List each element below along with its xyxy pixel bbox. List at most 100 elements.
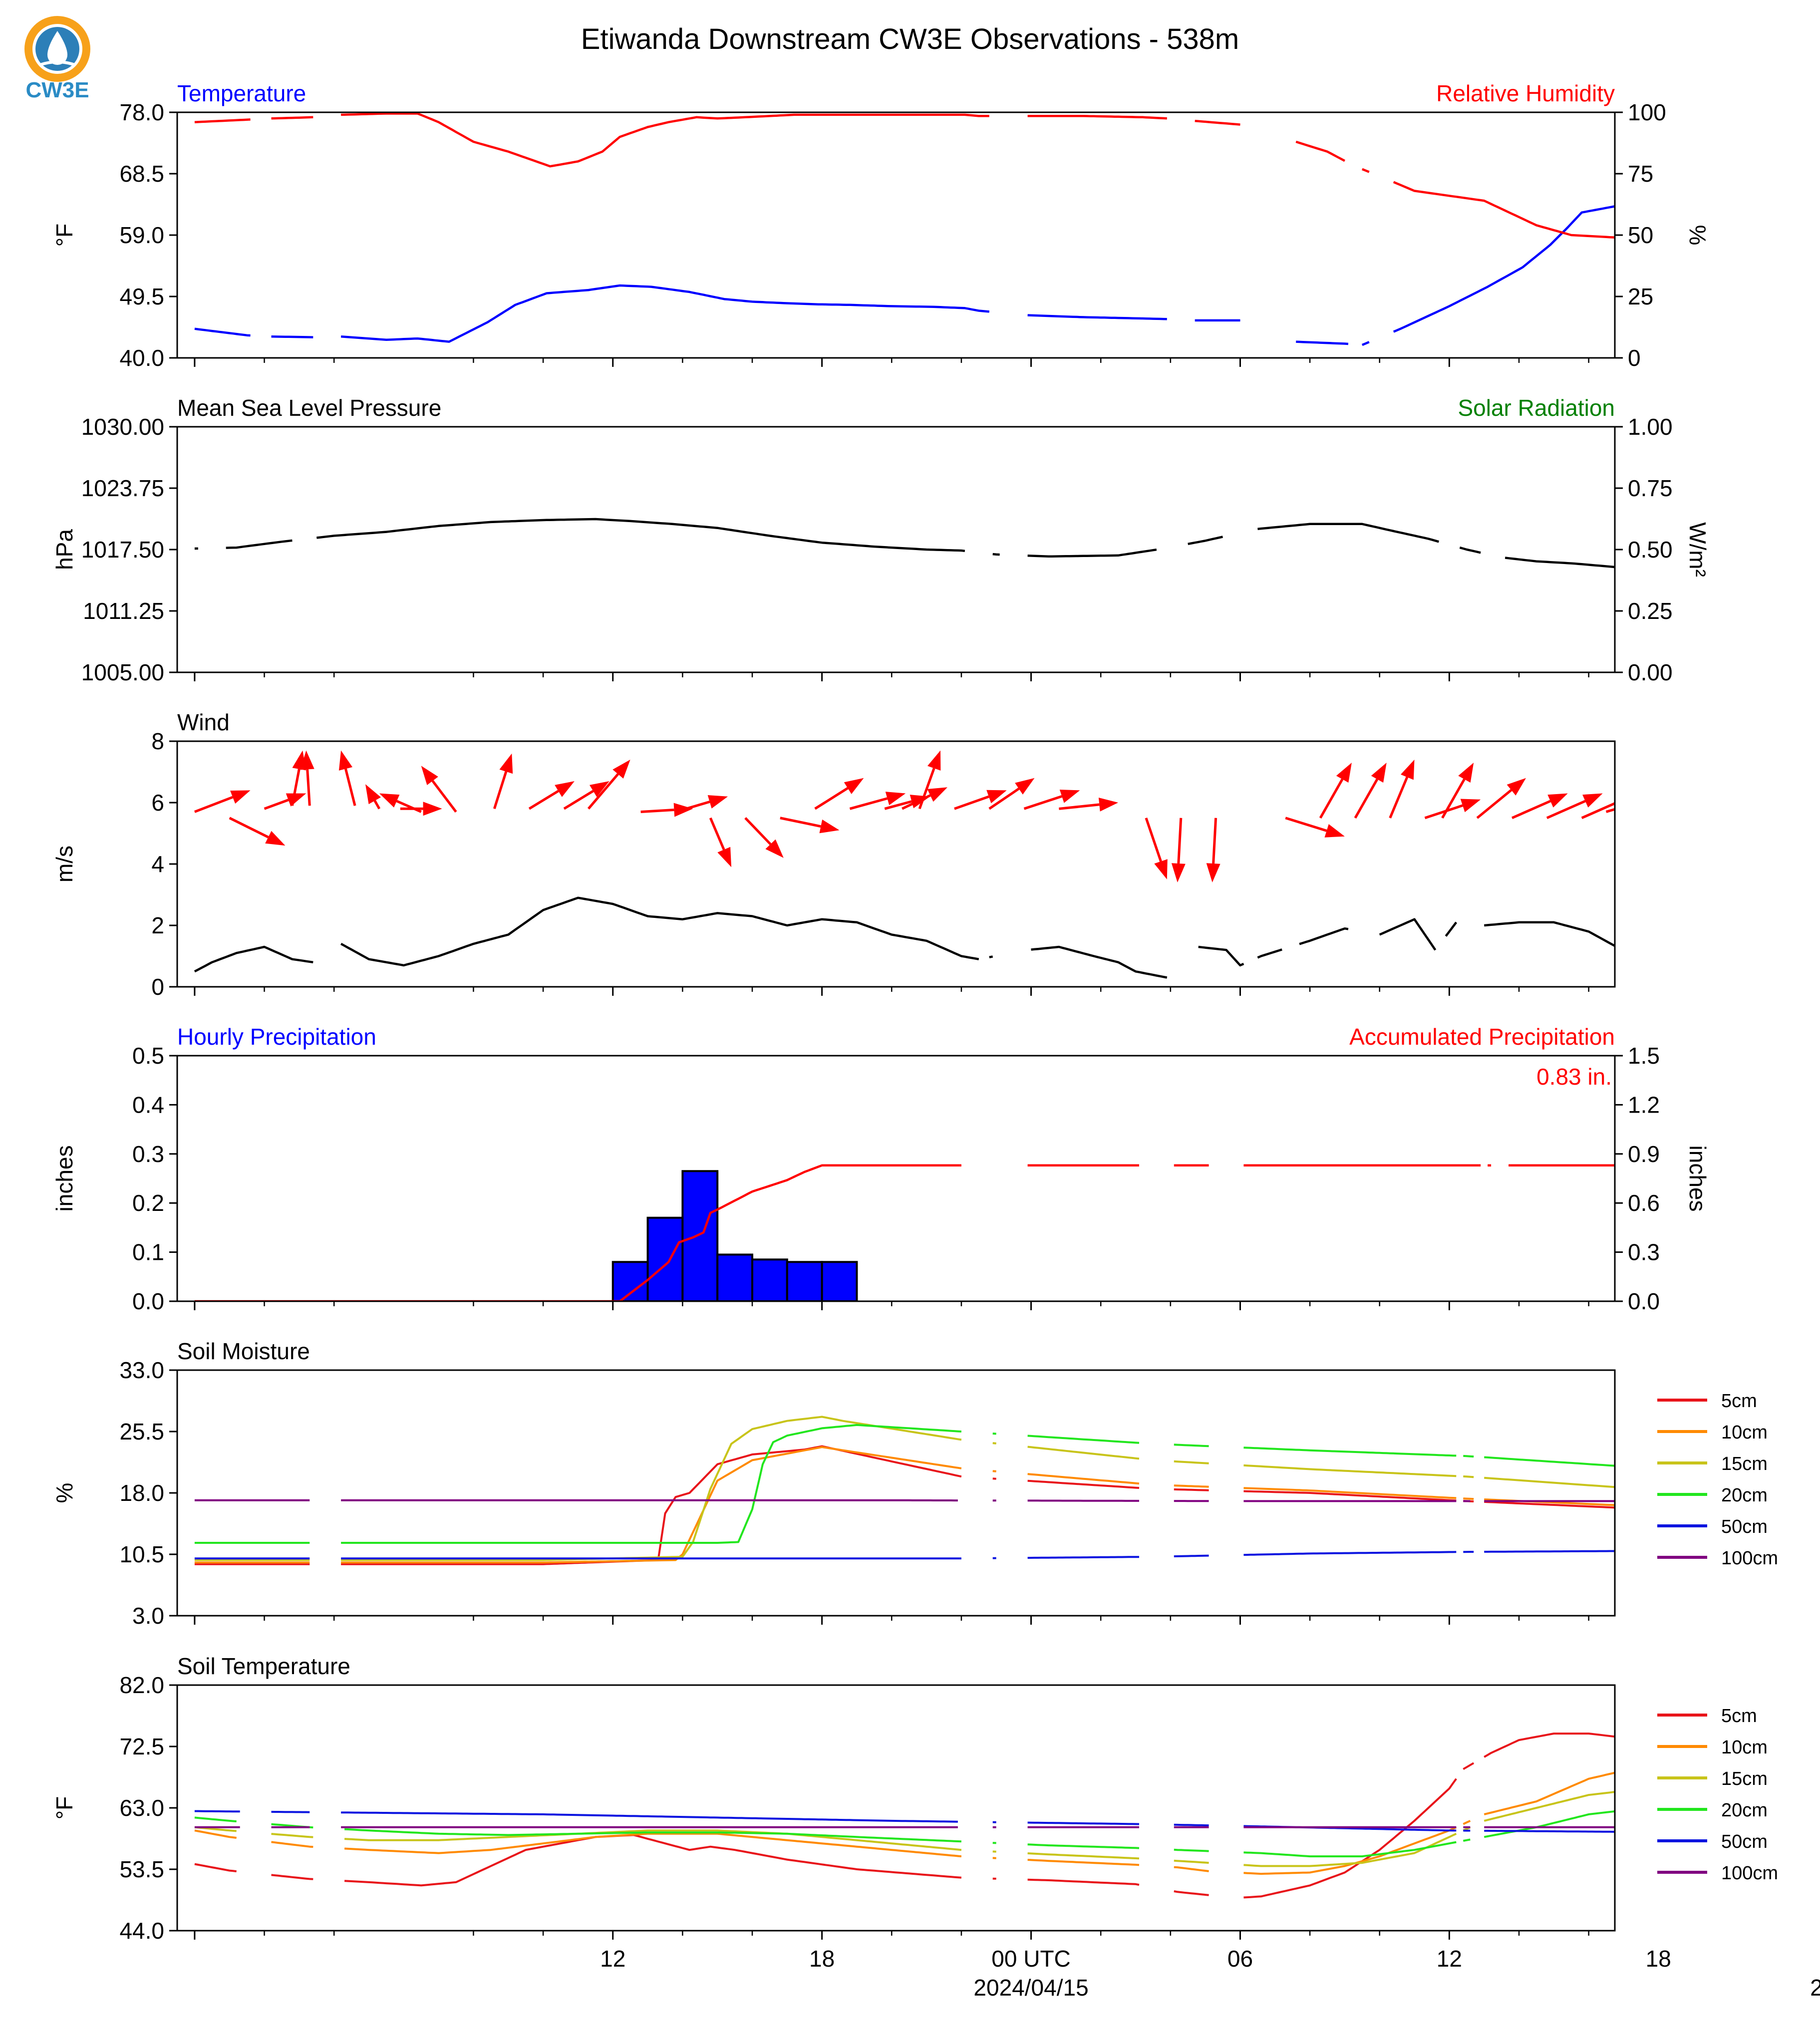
- wind-arrow-shaft: [954, 795, 989, 810]
- ytick-label-left: 33.0: [119, 1357, 164, 1383]
- wind-arrow-head: [1324, 824, 1345, 838]
- series-line-20cm: [1484, 1456, 1615, 1467]
- panel-soil_temperature: Soil Temperature 44.0 53.5 63.0 72.5 82.0 °F 5c…: [51, 1653, 1778, 1944]
- wind-arrow-shaft: [918, 768, 935, 810]
- legend-label: 5cm: [1721, 1391, 1757, 1412]
- wind-arrow-head: [1059, 790, 1080, 803]
- ylabel-left: °F: [51, 1796, 77, 1820]
- xtick-label: 00 UTC: [991, 1946, 1070, 1972]
- wind-arrow-head: [717, 847, 732, 868]
- series-line: [194, 327, 251, 337]
- panel-title-left: Wind: [177, 709, 230, 735]
- legend-label: 15cm: [1721, 1453, 1768, 1474]
- ytick-label-left: 78.0: [119, 99, 164, 125]
- legend-label: 20cm: [1721, 1800, 1768, 1821]
- series-line: [1257, 523, 1440, 543]
- ylabel-left: hPa: [51, 529, 77, 570]
- ytick-label-left: 1017.50: [81, 537, 164, 563]
- series-line-20cm: [1027, 1843, 1140, 1849]
- legend-label: 5cm: [1721, 1706, 1757, 1727]
- series-line: [1257, 948, 1282, 959]
- wind-arrow-head: [707, 795, 728, 809]
- wind-arrow-shaft: [902, 794, 931, 810]
- series-line-10cm: [1174, 1866, 1209, 1872]
- series-line-5cm: [1243, 1490, 1457, 1502]
- series-line-50cm: [1484, 1829, 1615, 1833]
- series-line-10cm: [1463, 1497, 1474, 1500]
- plot-area: [194, 1416, 1615, 1565]
- panel-frame: [176, 426, 1616, 673]
- series-line: [340, 896, 979, 967]
- wind-arrow-shaft: [1285, 817, 1327, 832]
- panel-frame: [176, 1684, 1616, 1932]
- series-line: [194, 945, 313, 973]
- series-line: [271, 335, 313, 338]
- ytick-label-left: 3.0: [132, 1603, 164, 1629]
- series-line: [1296, 340, 1349, 345]
- wind-arrow-head: [499, 753, 513, 774]
- panel-frame: [176, 740, 1616, 988]
- ytick-label-left: 63.0: [119, 1795, 164, 1821]
- plot-area: [194, 1733, 1615, 1899]
- wind-arrow-head: [423, 802, 442, 816]
- wind-arrow-shaft: [884, 800, 912, 810]
- wind-arrow-shaft: [229, 817, 269, 839]
- panel-title-right: Accumulated Precipitation: [1349, 1024, 1615, 1050]
- series-line-15cm: [271, 1833, 313, 1838]
- series-line-5cm: [1243, 1778, 1457, 1899]
- ytick-label-right: 1.00: [1628, 414, 1673, 440]
- ytick-label-left: 49.5: [119, 284, 164, 309]
- wind-arrow-shaft: [563, 790, 594, 810]
- panel-title-left: Soil Temperature: [177, 1653, 350, 1679]
- series-line: [341, 112, 989, 168]
- wind-arrow-shaft: [1605, 808, 1615, 813]
- ytick-label-left: 10.5: [119, 1541, 164, 1567]
- wind-arrow-head: [1458, 763, 1474, 783]
- precip-bar: [646, 1216, 684, 1301]
- series-line-10cm: [1243, 1826, 1457, 1875]
- wind-arrow-shaft: [1546, 800, 1586, 820]
- series-line-20cm: [1463, 1838, 1471, 1842]
- figure-title: Etiwanda Downstream CW3E Observations - …: [581, 23, 1239, 55]
- series-line-20cm: [344, 1828, 961, 1843]
- ytick-label-left: 18.0: [119, 1480, 164, 1506]
- ylabel-right: inches: [1685, 1146, 1711, 1212]
- wind-arrow-shaft: [1319, 778, 1344, 819]
- ytick-label-right: 0.6: [1628, 1190, 1660, 1216]
- wind-arrow-head: [1371, 763, 1387, 783]
- ytick-label-left: 1005.00: [81, 659, 164, 685]
- wind-arrow-head: [421, 766, 438, 785]
- legend-label: 50cm: [1721, 1831, 1768, 1852]
- wind-arrow-head: [300, 750, 314, 770]
- ytick-label-right: 0.50: [1628, 537, 1673, 563]
- panel-wind: Wind 0 2 4 6 8 m/s: [51, 709, 1616, 1000]
- series-line: [340, 284, 989, 343]
- wind-arrow-head: [819, 819, 840, 834]
- wind-arrow-head: [844, 778, 864, 794]
- series-line-10cm: [1027, 1859, 1140, 1866]
- wind-arrow-shaft: [1212, 818, 1217, 864]
- series-line-5cm: [1174, 1488, 1209, 1491]
- panel-title-right: Relative Humidity: [1436, 80, 1615, 106]
- ytick-label-right: 0: [1628, 345, 1641, 371]
- series-line: [1188, 536, 1223, 546]
- ytick-label-left: 40.0: [119, 345, 164, 371]
- legend-label: 100cm: [1721, 1548, 1778, 1569]
- series-line-20cm: [1174, 1848, 1209, 1852]
- ylabel-right: W/m²: [1685, 522, 1711, 577]
- wind-arrow-head: [1336, 763, 1352, 783]
- series-line: [1361, 341, 1370, 346]
- series-line: [1198, 945, 1244, 967]
- plot-area: [194, 112, 1615, 346]
- series-line: [992, 553, 1000, 556]
- ytick-label-right: 50: [1628, 222, 1653, 248]
- wind-arrow-head: [1507, 778, 1526, 796]
- series-line-10cm: [1174, 1484, 1209, 1488]
- legend: 5cm 10cm 15cm 20cm 50cm 100cm: [1657, 1706, 1778, 1884]
- series-line-50cm: [341, 1811, 958, 1823]
- wind-arrow-shaft: [640, 809, 674, 813]
- series-line: [1393, 205, 1615, 333]
- wind-arrow-shaft: [528, 790, 559, 810]
